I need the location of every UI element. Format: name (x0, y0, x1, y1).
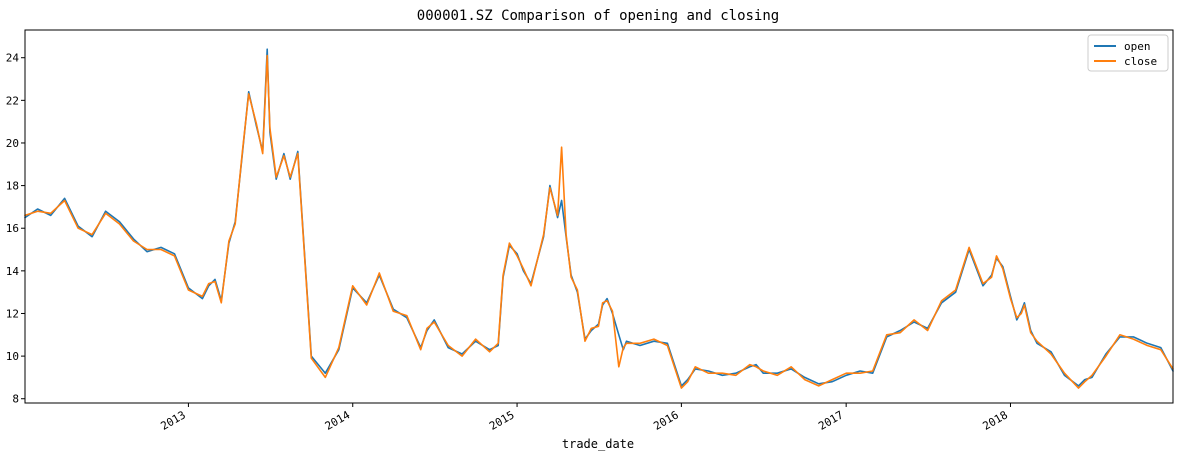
y-tick-label: 12 (6, 307, 19, 320)
y-tick-label: 22 (6, 94, 19, 107)
legend-label-close: close (1124, 55, 1157, 68)
x-axis-label: trade_date (562, 437, 634, 451)
plot-area: 8 10 12 14 16 18 20 22 24 2013 2014 2015 2016 2017 201… (6, 29, 1174, 433)
chart-title: 000001.SZ Comparison of opening and clos… (417, 8, 779, 24)
x-tick-label: 2014 (323, 408, 353, 433)
x-tick-label: 2017 (816, 408, 845, 433)
y-tick-label: 20 (6, 137, 19, 150)
legend-label-open: open (1124, 40, 1151, 53)
x-tick-label: 2013 (158, 408, 187, 433)
y-tick-label: 14 (6, 265, 20, 278)
series-line-close (24, 54, 1174, 389)
y-tick-label: 10 (6, 350, 19, 363)
x-tick-label: 2015 (487, 408, 516, 433)
y-tick-label: 16 (6, 222, 19, 235)
y-tick-label: 8 (12, 393, 19, 406)
y-tick-label: 24 (6, 52, 20, 65)
x-tick-label: 2018 (981, 408, 1010, 433)
plot-frame (24, 29, 1174, 404)
series-line-open (24, 48, 1174, 387)
x-tick-label: 2016 (651, 408, 680, 433)
y-tick-label: 18 (6, 180, 19, 193)
